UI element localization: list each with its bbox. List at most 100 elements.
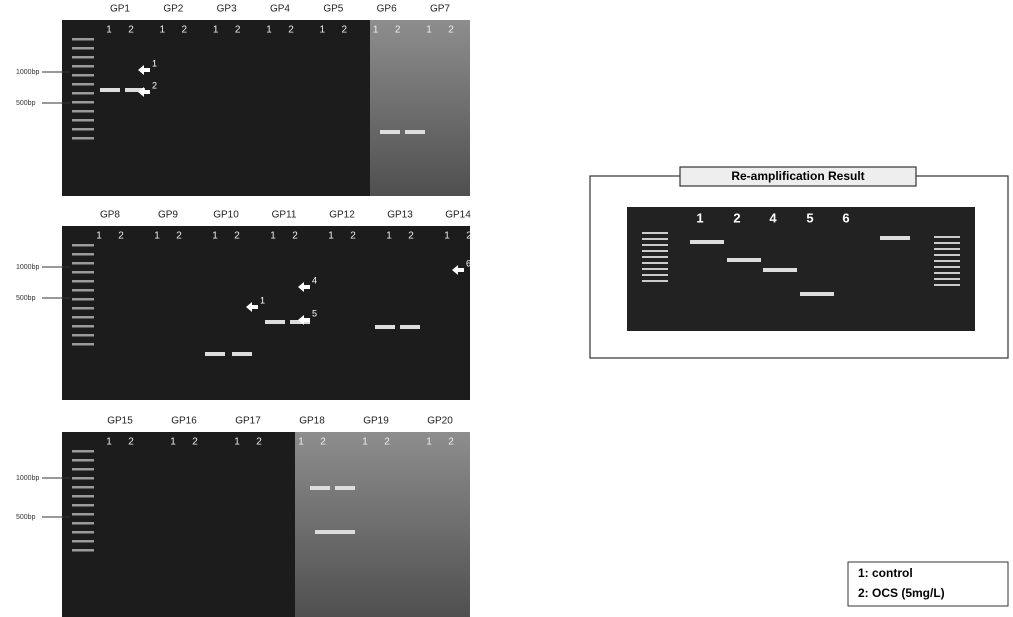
- lane-label: 2: [466, 231, 472, 242]
- group-label: GP3: [217, 4, 237, 15]
- ladder-band: [72, 459, 94, 462]
- ladder-band: [72, 38, 94, 41]
- ladder-band: [72, 343, 94, 346]
- ladder-band: [934, 260, 960, 262]
- ladder-band: [934, 254, 960, 256]
- arrow-label: 1: [260, 295, 265, 305]
- ladder-band: [72, 271, 94, 274]
- legend-item: 1: control: [858, 566, 913, 580]
- ladder-band: [642, 268, 668, 270]
- lane-label: 5: [806, 210, 813, 225]
- gel-band: [380, 130, 400, 134]
- lane-label: 2: [288, 25, 294, 36]
- ladder-band: [934, 266, 960, 268]
- ladder-band: [72, 244, 94, 247]
- group-label: GP9: [158, 210, 178, 221]
- ladder-band: [934, 248, 960, 250]
- lane-label: 2: [256, 437, 262, 448]
- lane-label: 2: [395, 25, 401, 36]
- ladder-band: [934, 242, 960, 244]
- ladder-band: [72, 65, 94, 68]
- lane-label: 1: [426, 25, 432, 36]
- ladder-band: [642, 232, 668, 234]
- ladder-band: [72, 262, 94, 265]
- lane-label: 2: [408, 231, 414, 242]
- ladder-band: [642, 262, 668, 264]
- reamp-title: Re-amplification Result: [731, 169, 864, 183]
- gel-band: [727, 258, 761, 262]
- group-label: GP8: [100, 210, 120, 221]
- ladder-band: [72, 477, 94, 480]
- gel-bright-region: [370, 20, 470, 196]
- ladder-band: [72, 468, 94, 471]
- gel-bright-region: [295, 432, 470, 617]
- ladder-band: [72, 56, 94, 59]
- gel-band: [400, 325, 420, 329]
- arrow-label: 1: [152, 58, 157, 68]
- ladder-band: [72, 119, 94, 122]
- ladder-band: [72, 504, 94, 507]
- ladder-band: [72, 522, 94, 525]
- marker-label: 1000bp: [16, 264, 39, 271]
- gel-band: [232, 352, 252, 356]
- lane-label: 1: [386, 231, 392, 242]
- lane-label: 2: [192, 437, 198, 448]
- lane-label: 2: [292, 231, 298, 242]
- ladder-band: [72, 92, 94, 95]
- group-label: GP13: [387, 210, 413, 221]
- group-label: GP17: [235, 416, 261, 427]
- ladder-band: [72, 47, 94, 50]
- lane-label: 1: [328, 231, 334, 242]
- ladder-band: [934, 236, 960, 238]
- ladder-band: [72, 110, 94, 113]
- ladder-band: [642, 274, 668, 276]
- lane-label: 1: [270, 231, 276, 242]
- lane-label: 2: [350, 231, 356, 242]
- group-label: GP18: [299, 416, 325, 427]
- gel-band: [310, 486, 330, 490]
- ladder-band: [72, 307, 94, 310]
- lane-label: 1: [426, 437, 432, 448]
- gel-band: [100, 88, 120, 92]
- gel-band: [335, 486, 355, 490]
- ladder-band: [72, 325, 94, 328]
- lane-label: 2: [128, 437, 134, 448]
- lane-label: 1: [696, 210, 703, 225]
- gel-band: [335, 530, 355, 534]
- ladder-band: [642, 250, 668, 252]
- gel-band: [375, 325, 395, 329]
- group-label: GP16: [171, 416, 197, 427]
- gel-band: [690, 240, 724, 244]
- lane-label: 2: [234, 231, 240, 242]
- lane-label: 1: [266, 25, 272, 36]
- lane-label: 1: [373, 25, 379, 36]
- lane-label: 1: [154, 231, 160, 242]
- arrow-label: 6: [466, 258, 471, 268]
- lane-label: 2: [320, 437, 326, 448]
- lane-label: 2: [128, 25, 134, 36]
- group-label: GP7: [430, 4, 450, 15]
- ladder-band: [72, 540, 94, 543]
- ladder-band: [934, 278, 960, 280]
- ladder-band: [72, 128, 94, 131]
- gel-band: [265, 320, 285, 324]
- ladder-band: [72, 280, 94, 283]
- arrow-label: 2: [152, 80, 157, 90]
- group-label: GP4: [270, 4, 290, 15]
- lane-label: 4: [769, 210, 777, 225]
- lane-label: 6: [842, 210, 849, 225]
- lane-label: 1: [160, 25, 166, 36]
- ladder-band: [72, 316, 94, 319]
- lane-label: 2: [384, 437, 390, 448]
- gel-band: [763, 268, 797, 272]
- marker-label: 500bp: [16, 100, 36, 107]
- ladder-band: [642, 280, 668, 282]
- lane-label: 1: [234, 437, 240, 448]
- lane-label: 1: [444, 231, 450, 242]
- group-label: GP6: [377, 4, 397, 15]
- lane-label: 1: [362, 437, 368, 448]
- group-label: GP20: [427, 416, 453, 427]
- lane-label: 2: [182, 25, 188, 36]
- ladder-band: [72, 289, 94, 292]
- group-label: GP5: [323, 4, 343, 15]
